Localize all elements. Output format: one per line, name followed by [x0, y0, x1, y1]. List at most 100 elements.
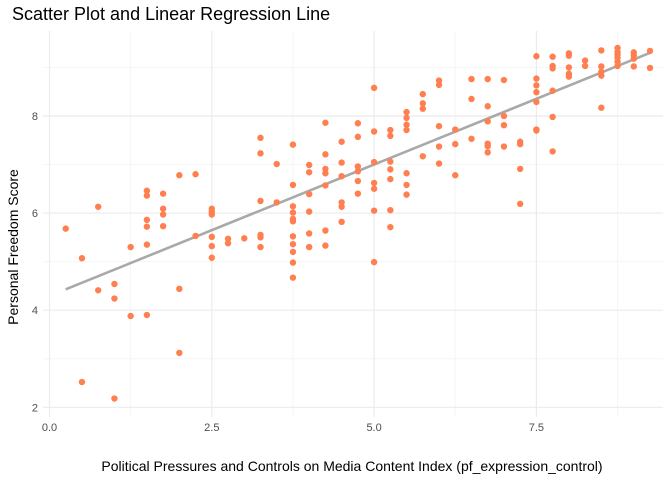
data-point [403, 114, 410, 122]
data-point [419, 90, 426, 98]
y-tick-label: 2 [32, 402, 38, 414]
data-point [468, 135, 475, 142]
data-point [111, 295, 118, 302]
x-axis-ticks: 0.0 2.5 5.0 7.5 [42, 422, 544, 434]
data-point [176, 285, 183, 293]
x-axis-title: Political Pressures and Controls on Medi… [101, 458, 602, 474]
data-point [176, 349, 183, 357]
data-point [241, 235, 248, 242]
data-point [305, 161, 313, 169]
data-point [646, 47, 654, 55]
data-point [614, 62, 621, 70]
x-tick-label: 0.0 [42, 422, 57, 434]
data-point [516, 165, 524, 173]
data-point [159, 205, 167, 212]
data-point [435, 122, 443, 130]
data-point [452, 140, 459, 148]
data-point [338, 172, 345, 180]
data-point [533, 75, 540, 82]
data-point [630, 55, 637, 62]
y-tick-label: 8 [32, 111, 38, 123]
data-point [322, 242, 329, 249]
data-point [387, 175, 394, 183]
data-point [370, 185, 378, 192]
data-point [387, 158, 394, 165]
data-point [403, 170, 410, 177]
data-point [322, 119, 329, 126]
data-point [257, 234, 264, 241]
data-point [370, 158, 378, 166]
data-point [387, 126, 394, 134]
data-point [289, 209, 297, 216]
data-point [452, 172, 459, 179]
data-point [403, 126, 410, 134]
data-point [305, 169, 313, 176]
data-point [305, 208, 313, 215]
data-point [354, 177, 362, 185]
data-point [419, 105, 426, 112]
data-point [127, 243, 134, 251]
y-tick-label: 6 [32, 208, 38, 220]
data-point [549, 65, 556, 72]
data-point [289, 240, 297, 248]
data-point [484, 149, 491, 156]
data-point [94, 287, 102, 294]
data-point [484, 118, 491, 125]
data-point [338, 218, 345, 226]
data-point [127, 312, 134, 320]
data-point [484, 103, 491, 110]
data-point [387, 132, 394, 140]
data-point [78, 378, 86, 386]
data-point [208, 242, 215, 250]
data-point [581, 62, 589, 70]
data-point [516, 140, 524, 148]
data-point [111, 395, 118, 402]
data-point [322, 151, 329, 158]
data-point [322, 170, 329, 177]
data-point [533, 98, 540, 106]
data-point [565, 64, 573, 71]
data-point [338, 159, 345, 166]
data-point [354, 163, 362, 170]
data-point [533, 88, 540, 96]
data-point [289, 203, 297, 210]
data-point [289, 274, 297, 281]
data-point [435, 143, 443, 150]
data-point [435, 81, 443, 89]
x-tick-label: 2.5 [204, 422, 219, 434]
data-point [370, 258, 378, 266]
data-point [78, 255, 86, 262]
data-point [533, 82, 540, 89]
data-point [143, 311, 151, 319]
y-axis-title: Personal Freedom Score [5, 169, 21, 325]
data-point [452, 126, 459, 133]
data-point [468, 75, 475, 83]
data-point [322, 227, 329, 234]
data-point [289, 181, 297, 189]
data-point [419, 153, 426, 160]
data-point [403, 191, 410, 198]
data-point [419, 100, 426, 107]
data-point [257, 197, 264, 205]
data-point [387, 206, 394, 214]
data-point [289, 218, 297, 225]
data-point [257, 150, 264, 157]
data-point [370, 128, 378, 135]
data-point [549, 148, 556, 155]
data-point [208, 233, 215, 241]
data-point [581, 57, 589, 64]
data-point [598, 63, 605, 70]
data-point [176, 172, 183, 179]
data-point [468, 95, 475, 103]
y-tick-label: 4 [32, 305, 38, 317]
data-point [484, 75, 491, 83]
data-point [533, 127, 540, 134]
points-group [62, 44, 654, 402]
data-point [273, 160, 280, 168]
data-point [289, 141, 297, 148]
data-point [224, 239, 232, 247]
data-point [403, 181, 410, 189]
data-point [533, 53, 540, 60]
data-point [354, 133, 362, 141]
